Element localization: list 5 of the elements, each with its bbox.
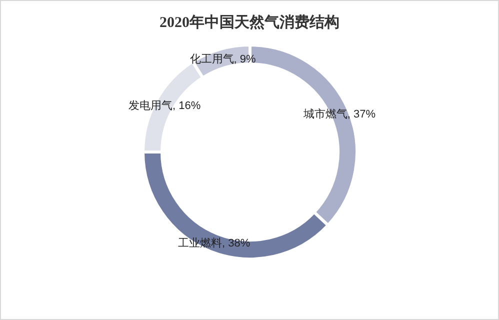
slice-label: 城市燃气, 37% [302,107,376,120]
slice-label: 发电用气, 16% [128,99,201,112]
slice-label: 工业燃料, 38% [178,236,250,250]
slice-label: 化工用气, 9% [190,53,256,66]
chart-title: 2020年中国天然气消费结构 [160,14,340,31]
